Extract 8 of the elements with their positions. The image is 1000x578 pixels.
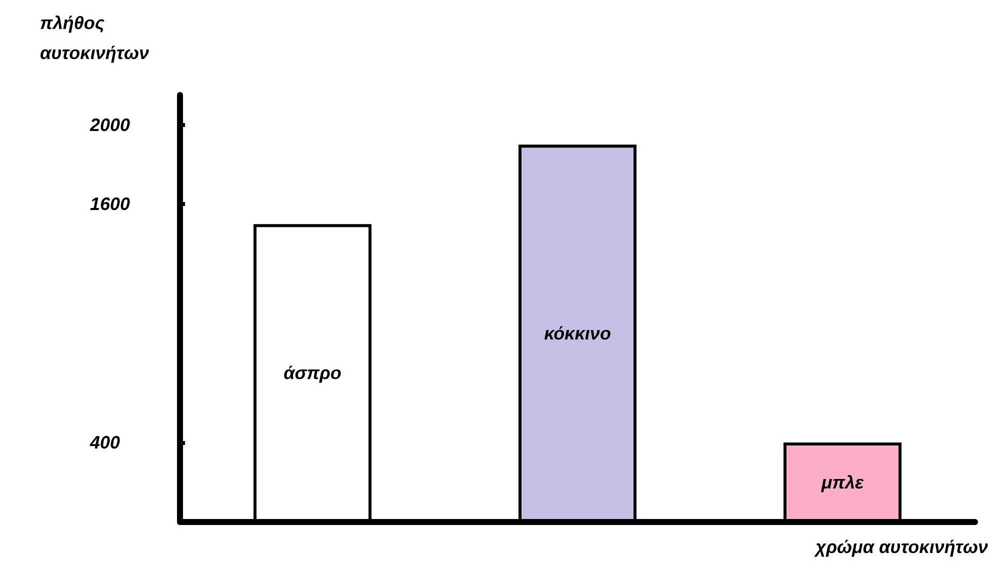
y-tick-label: 400 (89, 432, 120, 453)
x-axis-title: χρώμα αυτοκινήτων (814, 537, 988, 557)
y-tick-label: 1600 (90, 194, 130, 214)
x-tick-label: μπλε (820, 472, 864, 492)
y-axis-title: πλήθος αυτοκινήτων (40, 13, 149, 63)
y-tick-label: 2000 (89, 114, 130, 135)
x-tick-label: κόκκινο (544, 323, 611, 344)
x-tick-label: άσπρο (284, 363, 342, 384)
